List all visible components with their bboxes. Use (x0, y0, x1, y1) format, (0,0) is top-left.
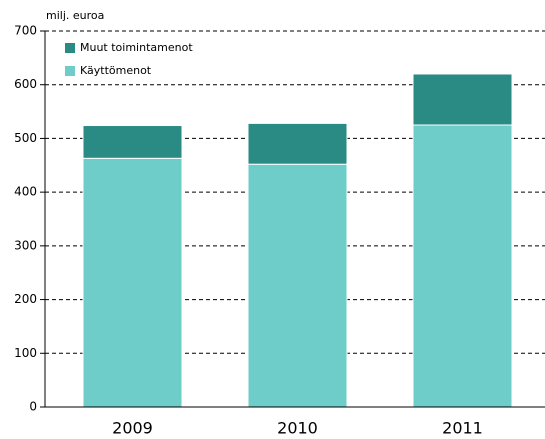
bar-segment (82, 157, 183, 408)
legend-label: Käyttömenot (80, 64, 152, 77)
bar-segment (247, 163, 348, 408)
x-tick-label: 2011 (442, 419, 483, 438)
y-tick-label: 700 (14, 24, 37, 38)
bar-segment (412, 124, 513, 408)
bar-segment (412, 73, 513, 126)
x-tick-label: 2010 (277, 419, 318, 438)
y-tick-label: 300 (14, 238, 37, 252)
y-tick-label: 500 (14, 131, 37, 145)
y-tick-label: 400 (14, 185, 37, 199)
y-tick-label: 600 (14, 77, 37, 91)
legend-label: Muut toimintamenot (80, 41, 193, 54)
y-tick-label: 200 (14, 292, 37, 306)
x-tick-label: 2009 (112, 419, 153, 438)
y-axis-label: milj. euroa (46, 9, 104, 22)
bar-segment (82, 125, 183, 159)
legend-swatch (65, 43, 75, 53)
y-tick-label: 0 (29, 400, 37, 414)
bar-segment (247, 122, 348, 165)
legend-swatch (65, 66, 75, 76)
y-tick-label: 100 (14, 346, 37, 360)
